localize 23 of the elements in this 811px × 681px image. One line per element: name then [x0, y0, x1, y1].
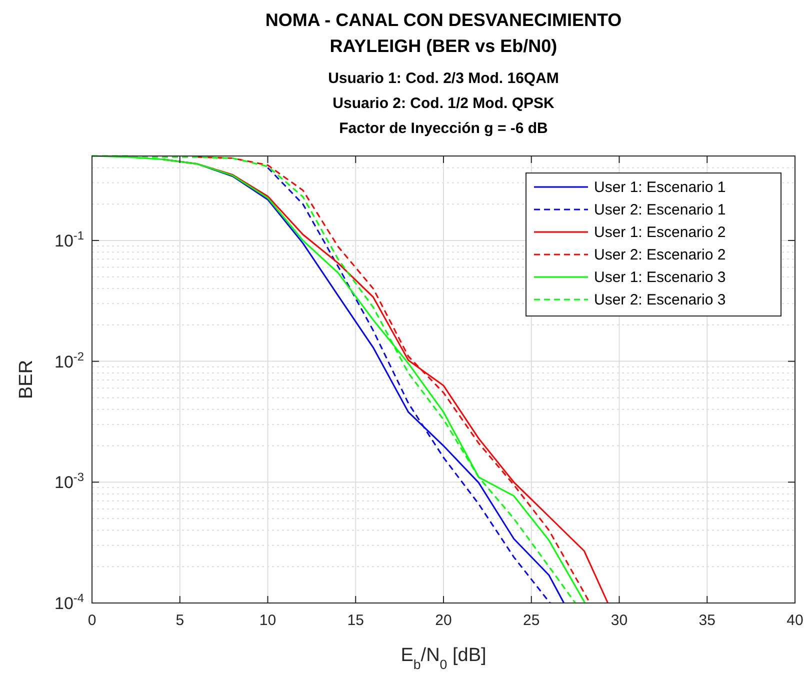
legend-label: User 1: Escenario 2	[594, 224, 726, 241]
y-tick-label: 10$^{-2}$	[54, 349, 84, 372]
x-tick-label: 0	[88, 612, 96, 629]
x-tick-label: 30	[610, 612, 628, 629]
legend-label: User 2: Escenario 2	[594, 246, 726, 264]
y-axis-title: BER	[16, 360, 37, 400]
x-tick-label: 10	[259, 612, 276, 629]
chart-subtitle: Usuario 1: Cod. 2/3 Mod. 16QAM Usuario 2: Cod. 1/2 Mod. QPSK Factor de Inyección g = -6 dB	[328, 70, 559, 137]
y-tick-label: 10$^{-1}$	[54, 228, 84, 250]
legend-label: User 1: Escenario 3	[594, 269, 726, 286]
legend-label: User 2: Escenario 1	[594, 202, 726, 218]
x-tick-label: 15	[347, 612, 364, 629]
x-tick-label: 40	[786, 612, 804, 629]
y-tick-label: 10$^{-3}$	[54, 470, 84, 492]
x-axis-title: E$_{b}$/N$_{0}$ [dB]	[400, 645, 486, 672]
x-tick-label: 35	[698, 612, 716, 629]
x-tick-label: 5	[176, 612, 184, 629]
x-tick-label: 20	[435, 612, 452, 629]
y-tick-label: 10$^{-4}$	[54, 591, 84, 613]
legend-label: User 1: Escenario 1	[594, 179, 726, 196]
chart-title: NOMA - CANAL CON DESVANECIMIENTO RAYLEIGH (BER vs Eb/N0)	[265, 10, 622, 56]
legend-label: User 2: Escenario 3	[594, 292, 726, 308]
x-tick-label: 25	[523, 612, 540, 629]
